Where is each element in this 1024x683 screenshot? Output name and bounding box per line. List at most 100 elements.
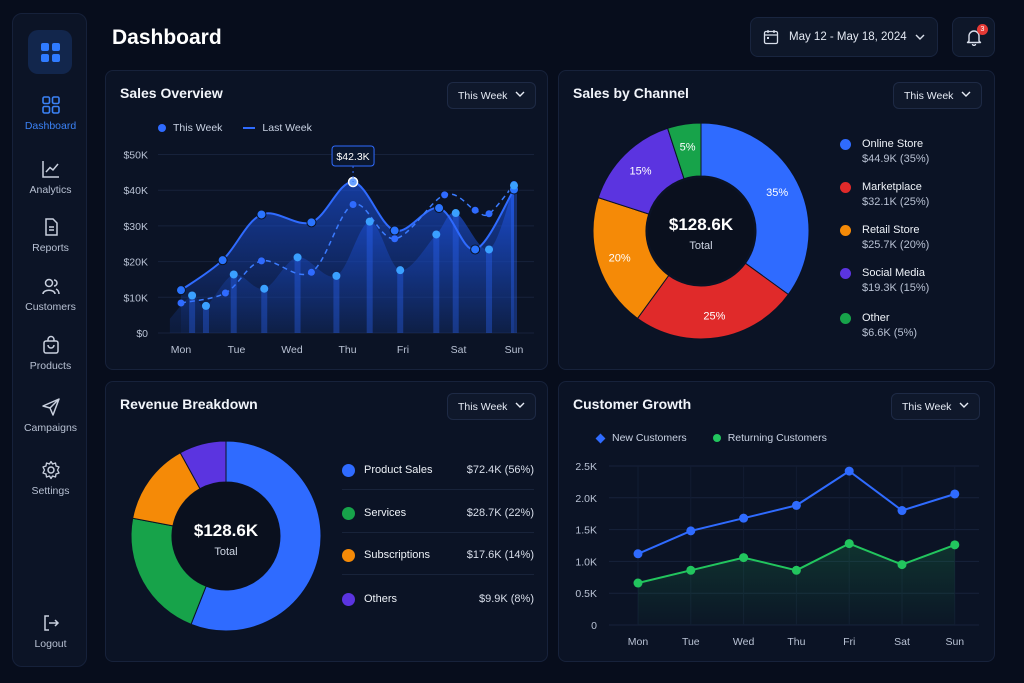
data-point[interactable]	[451, 209, 460, 218]
bell-icon	[966, 30, 981, 46]
sidebar-item-label: Reports	[32, 242, 69, 254]
app-logo[interactable]	[28, 30, 72, 74]
revenue-name: Others	[364, 593, 398, 605]
new-customers-point[interactable]	[686, 526, 696, 536]
sales-by-channel-donut: $128.6K Total 35% 25% 20% 15% 5%	[592, 122, 810, 340]
this-week-point[interactable]	[306, 217, 317, 228]
data-point[interactable]	[201, 301, 210, 310]
revenue-value: $72.4K (56%)	[466, 464, 534, 476]
data-point[interactable]	[365, 217, 374, 226]
sidebar-item-settings[interactable]: Settings	[13, 460, 88, 497]
donut-slice[interactable]	[700, 122, 810, 296]
sidebar-item-logout[interactable]: Logout	[13, 613, 88, 650]
data-point[interactable]	[332, 271, 341, 280]
period-select[interactable]: This Week	[893, 82, 982, 109]
new-customers-point[interactable]	[739, 513, 749, 523]
returning-customers-marker	[712, 434, 721, 442]
returning-customers-point[interactable]	[791, 565, 801, 575]
period-select[interactable]: This Week	[447, 393, 536, 420]
data-point[interactable]	[510, 181, 518, 190]
last-week-point[interactable]	[177, 299, 185, 307]
customers-icon	[41, 278, 60, 295]
this-week-point[interactable]	[176, 285, 186, 296]
period-select[interactable]: This Week	[447, 82, 536, 109]
slice-label: 5%	[680, 142, 696, 154]
slice-label: 35%	[766, 187, 788, 199]
y-tick-label: 2.0K	[575, 493, 597, 505]
chart-tooltip: $42.3K	[331, 145, 375, 182]
tooltip-value: $42.3K	[336, 151, 369, 163]
this-week-point[interactable]	[256, 209, 267, 220]
x-tick-label: Thu	[787, 636, 805, 648]
revenue-name: Subscriptions	[364, 549, 431, 561]
new-customers-point[interactable]	[950, 489, 960, 499]
data-point[interactable]	[229, 270, 238, 279]
last-week-point[interactable]	[485, 210, 493, 218]
last-week-point[interactable]	[349, 200, 357, 208]
period-select-value: This Week	[902, 400, 952, 413]
returning-customers-point[interactable]	[897, 560, 907, 570]
this-week-point[interactable]	[470, 244, 481, 255]
y-tick-label: $10K	[123, 292, 148, 304]
donut-slice[interactable]	[666, 122, 702, 180]
returning-customers-point[interactable]	[950, 540, 960, 550]
x-tick-label: Wed	[281, 344, 303, 356]
data-point[interactable]	[260, 284, 269, 293]
sidebar-item-customers[interactable]: Customers	[13, 276, 88, 313]
sidebar-item-reports[interactable]: Reports	[13, 217, 88, 254]
y-tick-label: 1.5K	[575, 525, 597, 537]
returning-customers-point[interactable]	[686, 565, 696, 575]
last-week-point[interactable]	[391, 235, 399, 243]
data-point[interactable]	[188, 291, 197, 300]
new-customers-point[interactable]	[897, 506, 907, 516]
last-week-line	[180, 184, 515, 304]
data-point[interactable]	[396, 266, 405, 275]
sidebar-item-campaigns[interactable]: Campaigns	[13, 397, 88, 434]
notifications-button[interactable]: 3	[952, 17, 995, 57]
date-range-picker[interactable]: May 12 - May 18, 2024	[750, 17, 938, 57]
sidebar-item-dashboard[interactable]: Dashboard	[13, 95, 88, 132]
sidebar: Dashboard Analytics Reports Customers Pr…	[12, 13, 87, 667]
last-week-point[interactable]	[307, 268, 315, 276]
sidebar-item-analytics[interactable]: Analytics	[13, 159, 88, 196]
legend-dot	[840, 268, 851, 279]
new-customers-point[interactable]	[844, 466, 854, 476]
x-tick-label: Tue	[682, 636, 700, 648]
legend-dot	[342, 507, 355, 520]
sidebar-item-label: Campaigns	[23, 422, 78, 434]
y-tick-label: $20K	[123, 257, 148, 269]
sidebar-item-label: Settings	[31, 485, 70, 497]
sales-by-channel-card: Sales by Channel This Week $128.6K Total…	[558, 70, 995, 370]
last-week-point[interactable]	[221, 289, 229, 297]
legend-dot	[840, 182, 851, 193]
logout-label: Logout	[34, 638, 67, 650]
revenue-breakdown-card: Revenue Breakdown This Week $128.6K Tota…	[105, 381, 548, 662]
dashboard-icon	[41, 96, 60, 114]
period-select[interactable]: This Week	[891, 393, 980, 420]
send-icon	[41, 398, 60, 416]
new-customers-point[interactable]	[633, 549, 643, 559]
new-customers-point[interactable]	[791, 500, 801, 510]
returning-customers-point[interactable]	[633, 578, 643, 588]
this-week-point[interactable]	[389, 225, 400, 236]
donut-slice[interactable]	[636, 262, 790, 340]
last-week-point[interactable]	[441, 191, 449, 199]
sidebar-item-label: Products	[29, 360, 72, 372]
this-week-point[interactable]	[217, 255, 228, 266]
x-tick-label: Tue	[228, 344, 246, 356]
card-title: Customer Growth	[573, 396, 692, 412]
last-week-point[interactable]	[257, 257, 265, 265]
y-tick-label: 1.0K	[575, 556, 597, 568]
data-point[interactable]	[432, 230, 441, 239]
x-tick-label: Wed	[733, 636, 755, 648]
channel-value: $19.3K (15%)	[862, 282, 930, 294]
this-week-point[interactable]	[434, 203, 445, 214]
data-point[interactable]	[293, 253, 302, 262]
customer-growth-card: Customer Growth This Week New Customers …	[558, 381, 995, 662]
donut-hole	[648, 178, 754, 284]
last-week-point[interactable]	[471, 206, 479, 214]
data-point[interactable]	[485, 245, 494, 254]
sidebar-item-products[interactable]: Products	[13, 335, 88, 372]
returning-customers-point[interactable]	[739, 553, 749, 563]
returning-customers-point[interactable]	[844, 539, 854, 549]
